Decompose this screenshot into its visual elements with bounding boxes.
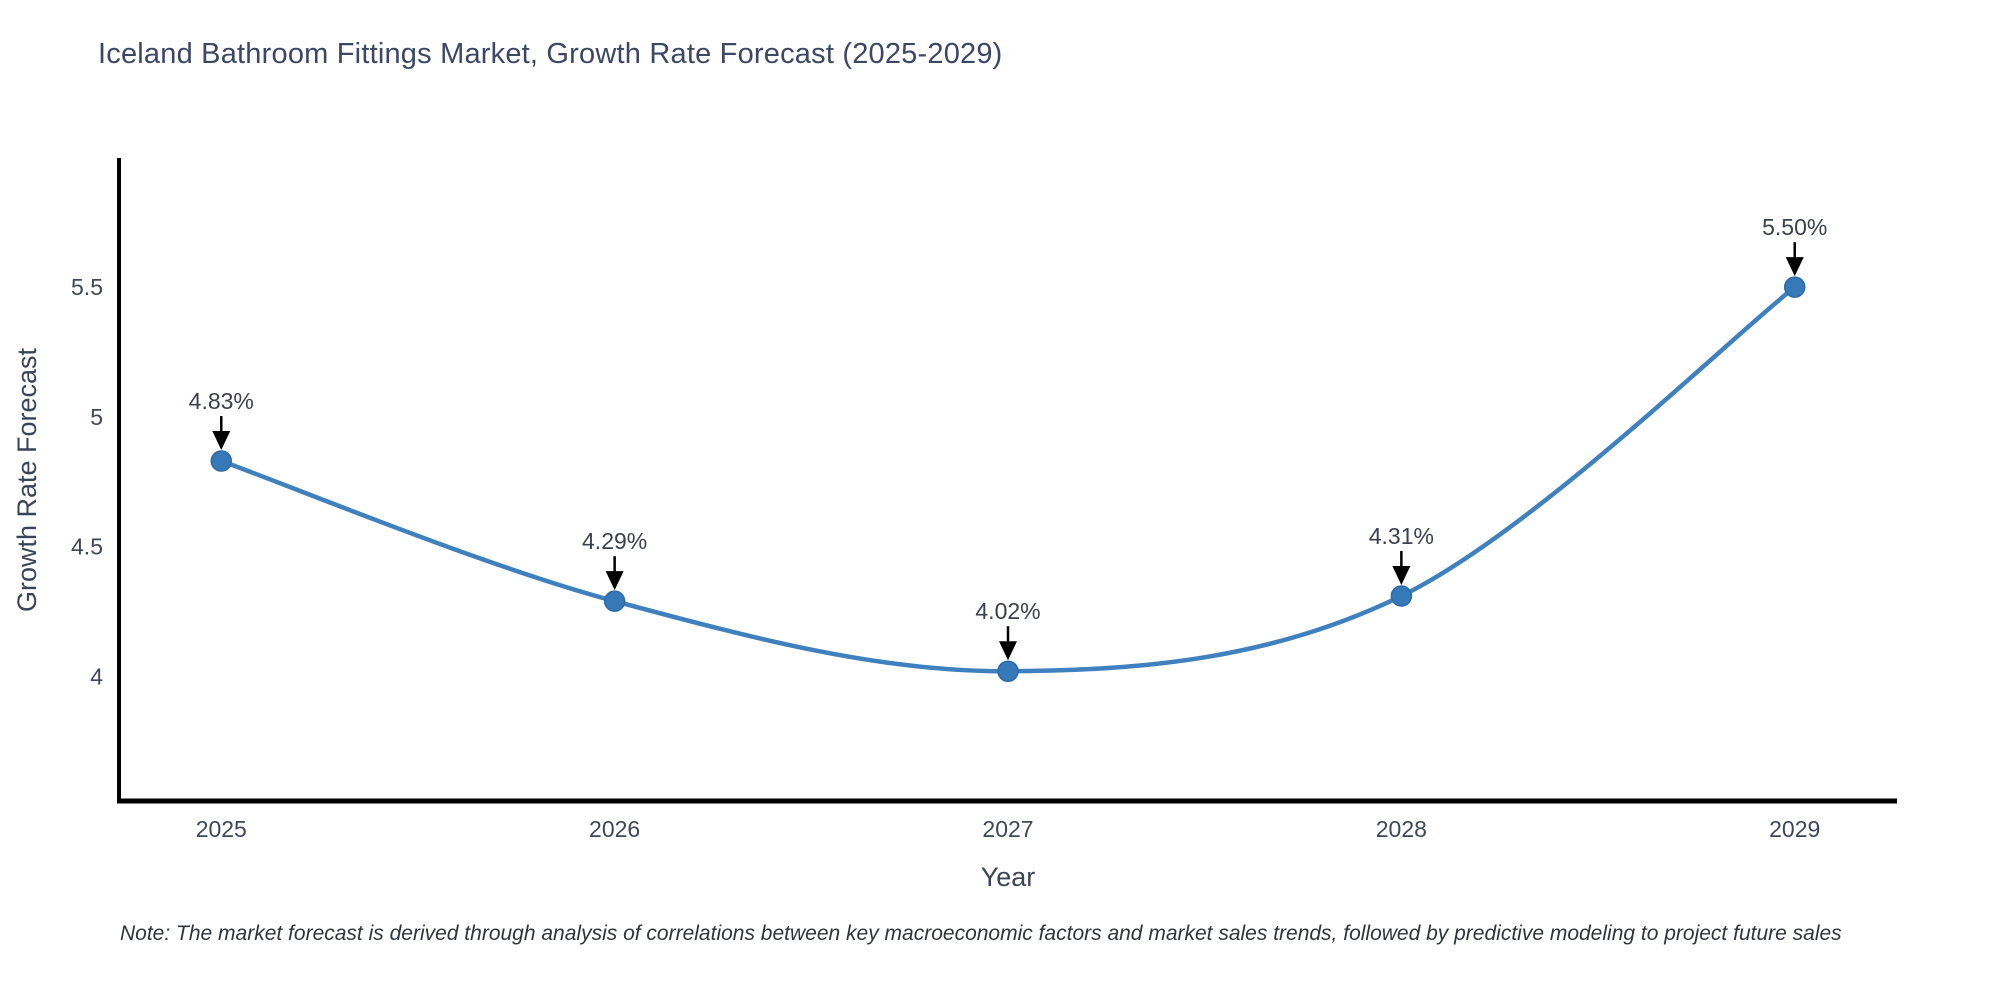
data-point-marker: [1783, 276, 1806, 298]
y-tick-label: 4: [90, 663, 103, 689]
annotation-arrowhead-icon: [1392, 565, 1411, 585]
y-tick-label: 4.5: [71, 534, 103, 560]
data-point-marker: [603, 590, 626, 612]
annotation-arrowhead-icon: [999, 641, 1017, 661]
y-tick-label: 5.5: [71, 274, 103, 300]
annotation-arrowhead-icon: [1785, 257, 1804, 277]
data-point-label: 4.83%: [189, 388, 254, 414]
x-tick-label: 2027: [982, 816, 1033, 842]
y-axis-title: Growth Rate Forecast: [12, 347, 42, 613]
annotation-arrowhead-icon: [605, 571, 624, 591]
x-tick-label: 2026: [589, 816, 640, 842]
data-point-label: 4.02%: [975, 598, 1040, 624]
x-tick-label: 2029: [1769, 816, 1820, 842]
data-point-label: 4.29%: [582, 528, 647, 554]
footnote: Note: The market forecast is derived thr…: [120, 922, 1842, 945]
x-axis-title: Year: [980, 862, 1036, 892]
x-tick-label: 2025: [196, 816, 247, 842]
annotation-arrowhead-icon: [212, 431, 231, 451]
data-point-label: 4.31%: [1369, 523, 1434, 549]
data-point-marker: [997, 660, 1019, 682]
data-point-marker: [210, 450, 233, 472]
data-point-label: 5.50%: [1762, 214, 1827, 240]
chart-title: Iceland Bathroom Fittings Market, Growth…: [98, 38, 1003, 70]
x-tick-label: 2028: [1376, 816, 1427, 842]
data-point-marker: [1390, 585, 1413, 607]
y-tick-label: 5: [90, 404, 103, 430]
